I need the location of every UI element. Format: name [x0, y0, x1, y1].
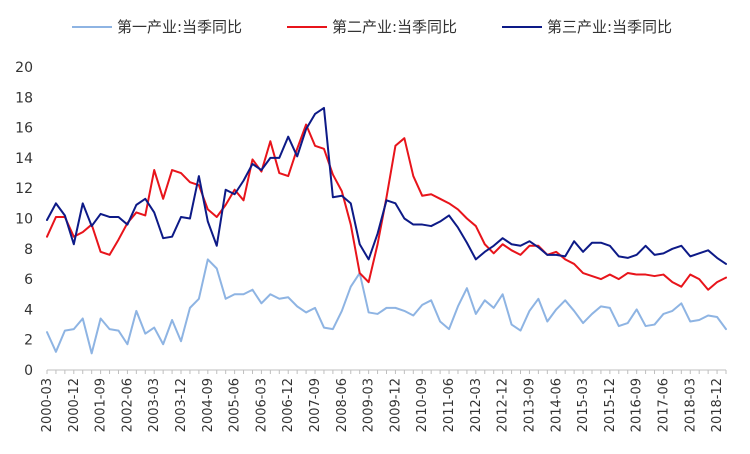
x-tick-label: 2018-12: [710, 378, 725, 432]
x-tick-label: 2014-06: [549, 378, 564, 432]
y-axis: 0 2 4 6 8 10 12 14 16 18 20: [15, 60, 33, 379]
x-axis: 2000-03 2000-12 2001-09 2002-06 2003-03 2003-…: [40, 369, 727, 432]
x-tick-label: 2010-09: [415, 378, 430, 432]
y-tick-label: 10: [15, 212, 33, 228]
x-tick-label: 2011-06: [442, 378, 457, 432]
y-tick-label: 18: [15, 90, 33, 106]
x-tick-label: 2000-12: [67, 378, 82, 432]
x-tick-label: 2018-03: [683, 378, 698, 432]
y-tick-label: 20: [15, 60, 33, 76]
x-tick-label: 2009-03: [362, 378, 377, 432]
x-tick-label: 2001-09: [94, 378, 109, 432]
x-tick-label: 2005-06: [228, 378, 243, 432]
series-line-3: [46, 106, 727, 265]
y-tick-label: 6: [24, 272, 33, 288]
x-tick-label: 2000-03: [40, 378, 55, 432]
x-tick-label: 2006-03: [254, 378, 269, 432]
x-tick-label: 2013-09: [522, 378, 537, 432]
x-tick-label: 2015-03: [576, 378, 591, 432]
plot-area: [46, 106, 727, 355]
x-tick-label: 2017-06: [656, 378, 671, 432]
legend: 第一产业:当季同比 第二产业:当季同比 第三产业:当季同比: [72, 18, 672, 36]
x-tick-label: 2002-06: [120, 378, 135, 432]
y-tick-label: 0: [24, 363, 33, 379]
legend-label: 第三产业:当季同比: [547, 18, 672, 36]
x-tick-label: 2016-09: [630, 378, 645, 432]
y-tick-label: 2: [24, 333, 33, 349]
x-tick-label: 2004-09: [201, 378, 216, 432]
y-tick-label: 4: [24, 302, 33, 318]
y-tick-label: 16: [15, 121, 33, 137]
legend-label: 第一产业:当季同比: [117, 18, 242, 36]
y-tick-label: 14: [15, 151, 33, 167]
x-tick-label: 2012-03: [469, 378, 484, 432]
x-tick-label: 2007-09: [308, 378, 323, 432]
x-tick-label: 2003-12: [174, 378, 189, 432]
x-tick-label: 2009-12: [388, 378, 403, 432]
x-tick-label: 2015-12: [603, 378, 618, 432]
x-tick-label: 2006-12: [281, 378, 296, 432]
series-line-2: [46, 123, 727, 291]
y-tick-label: 8: [24, 242, 33, 258]
y-tick-label: 12: [15, 181, 33, 197]
series-line-1: [46, 258, 727, 355]
x-tick-label: 2003-03: [147, 378, 162, 432]
x-tick-label: 2012-12: [496, 378, 511, 432]
legend-label: 第二产业:当季同比: [332, 18, 457, 36]
x-tick-label: 2008-06: [335, 378, 350, 432]
